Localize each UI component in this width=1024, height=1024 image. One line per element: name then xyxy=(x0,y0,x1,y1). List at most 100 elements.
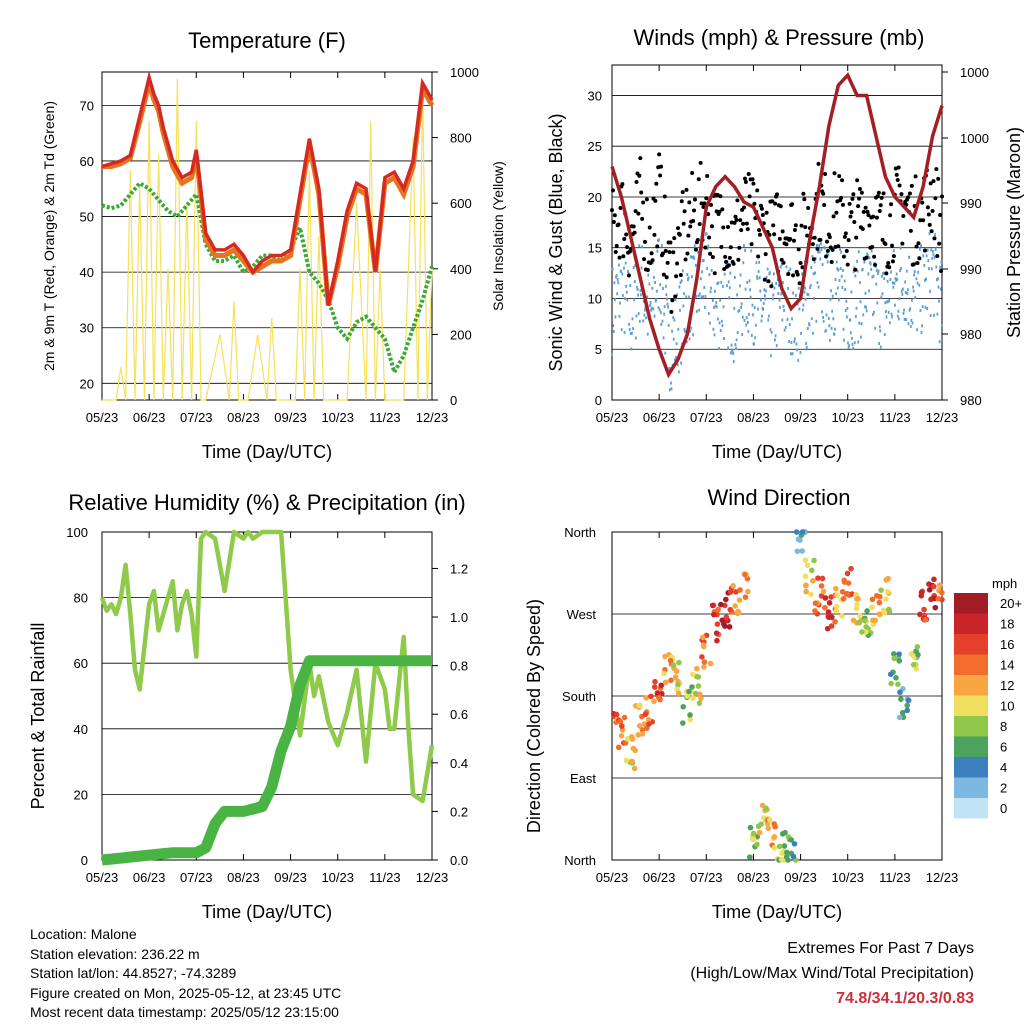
humidity-xtick-label: 11/23 xyxy=(369,870,401,885)
wind-point xyxy=(620,269,623,273)
wind-point xyxy=(924,278,926,282)
wind-point xyxy=(755,261,758,265)
wind-point xyxy=(888,299,891,303)
gust-point xyxy=(643,239,647,244)
wind-point xyxy=(670,387,673,391)
wind-point xyxy=(753,342,755,346)
wind-point xyxy=(911,321,914,325)
temperature-y2tick-label: 600 xyxy=(450,196,472,211)
gust-point xyxy=(769,284,774,289)
gust-point xyxy=(829,260,834,265)
wind-point xyxy=(834,278,837,282)
temperature-y2tick-label: 0 xyxy=(450,393,457,408)
wind-point xyxy=(802,303,805,307)
wind-point xyxy=(814,271,817,275)
gust-point xyxy=(876,190,881,195)
wind-point xyxy=(717,281,720,285)
direction-point xyxy=(713,630,720,636)
wind-point xyxy=(728,286,731,290)
temperature-ytick-label: 30 xyxy=(80,321,94,336)
gust-point xyxy=(668,240,673,245)
wind-point xyxy=(627,269,629,273)
gust-point xyxy=(612,213,617,218)
wind-point xyxy=(648,282,651,286)
wind-point xyxy=(779,305,782,309)
colorbar-label: 2 xyxy=(1000,781,1007,796)
wind-point xyxy=(838,278,841,282)
direction-point xyxy=(656,695,663,701)
gust-point xyxy=(699,201,704,206)
gust-point xyxy=(847,201,852,206)
direction-point xyxy=(914,643,921,650)
gust-point xyxy=(878,203,883,208)
direction-point xyxy=(689,684,695,690)
direction-xtick-label: 12/23 xyxy=(926,870,959,885)
wind-point xyxy=(814,256,817,260)
gust-point xyxy=(918,218,923,223)
direction-point xyxy=(841,577,848,584)
wind-point xyxy=(933,255,936,259)
wind-point xyxy=(880,295,883,299)
gust-point xyxy=(681,221,686,226)
wind-point xyxy=(708,273,711,277)
wind-point xyxy=(776,278,779,282)
temperature-y2tick-label: 800 xyxy=(450,131,472,146)
wind-point xyxy=(811,255,814,259)
gust-point xyxy=(720,207,725,212)
wind-point xyxy=(769,271,771,275)
colorbar-label: 16 xyxy=(1000,637,1014,652)
wind-point xyxy=(791,317,793,321)
gust-points xyxy=(610,152,944,314)
gust-point xyxy=(798,261,803,266)
wind-point xyxy=(757,307,759,311)
direction-point xyxy=(819,575,826,582)
wind-point xyxy=(931,256,934,260)
wind-point xyxy=(763,288,766,292)
direction-point xyxy=(928,596,934,603)
humidity-xtick-label: 12/23 xyxy=(416,870,449,885)
gust-point xyxy=(821,191,826,196)
direction-point xyxy=(727,606,734,613)
gust-point xyxy=(781,260,786,265)
temperature-xtick-label: 11/23 xyxy=(369,410,401,425)
direction-xtick-label: 08/23 xyxy=(737,870,770,885)
wind-point xyxy=(633,298,636,302)
wind-speed-points xyxy=(611,232,943,392)
gust-point xyxy=(641,200,646,205)
gust-point xyxy=(708,251,713,256)
wind-point xyxy=(920,330,923,334)
wind-point xyxy=(633,280,636,284)
gust-point xyxy=(704,196,709,201)
direction-point xyxy=(701,664,707,670)
direction-point xyxy=(822,595,829,601)
direction-point xyxy=(869,604,875,611)
direction-point xyxy=(778,856,785,863)
wind-point xyxy=(770,330,773,334)
gust-point xyxy=(791,273,796,278)
wind-point xyxy=(876,301,879,305)
gust-point xyxy=(658,173,663,178)
wind-point xyxy=(688,295,690,299)
gust-point xyxy=(712,271,717,276)
wind-point xyxy=(713,305,715,309)
direction-point xyxy=(936,582,943,588)
wind-point xyxy=(842,268,844,272)
wind-point xyxy=(650,306,653,310)
direction-point xyxy=(701,659,708,665)
gust-point xyxy=(907,191,912,196)
direction-point xyxy=(673,668,680,675)
wind-point xyxy=(831,294,834,298)
wind-point xyxy=(914,296,917,300)
wind-point xyxy=(896,277,899,281)
gust-point xyxy=(834,210,839,215)
wind-point xyxy=(795,293,797,297)
gust-point xyxy=(786,272,791,277)
wind-point xyxy=(830,326,833,330)
wind-point xyxy=(697,250,699,254)
gust-point xyxy=(675,261,680,266)
gust-point xyxy=(792,228,797,233)
wind-point xyxy=(881,292,884,296)
wind-point xyxy=(702,295,705,299)
direction-point xyxy=(697,691,703,697)
direction-point xyxy=(834,592,840,598)
